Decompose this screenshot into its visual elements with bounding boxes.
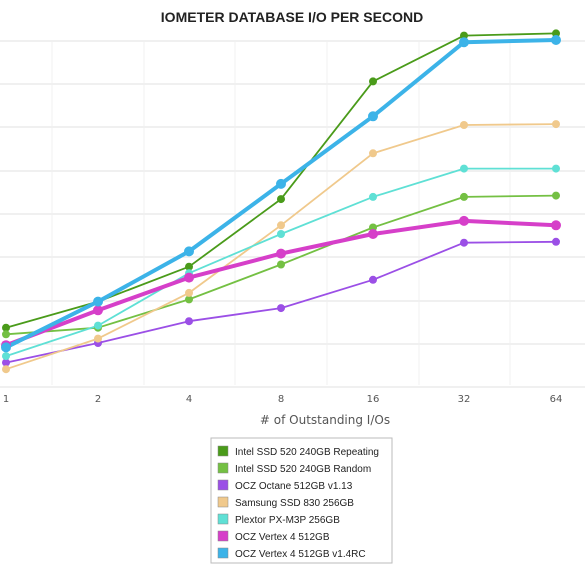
data-point <box>368 229 378 239</box>
data-point <box>277 221 285 230</box>
legend-entry: Plextor PX-M3P 256GB <box>235 515 340 526</box>
data-point <box>185 295 193 304</box>
legend-swatch <box>217 496 229 508</box>
data-point <box>277 195 285 204</box>
data-point <box>277 230 285 238</box>
x-axis-label: # of Outstanding I/Os <box>260 413 390 427</box>
data-point <box>276 178 286 189</box>
data-point <box>277 260 285 269</box>
data-point <box>460 238 468 247</box>
series-line <box>5 123 557 371</box>
x-tick-label: 1 <box>3 394 9 405</box>
data-point <box>94 321 102 330</box>
legend-entry: OCZ Vertex 4 512GB <box>235 532 330 543</box>
legend: Intel SSD 520 240GB Repeating Intel SSD 5… <box>210 437 393 564</box>
x-axis-ticks: 1 2 4 8 16 32 64 <box>3 394 563 405</box>
data-point <box>369 77 377 86</box>
legend-swatch <box>217 462 229 474</box>
data-point <box>552 164 560 173</box>
data-point <box>185 317 193 326</box>
chart-title: IOMETER DATABASE I/O PER SECOND <box>161 9 423 25</box>
data-point <box>277 304 285 313</box>
x-tick-label: 8 <box>278 394 284 405</box>
data-point <box>369 149 377 158</box>
data-point <box>460 31 468 40</box>
data-point <box>185 288 193 297</box>
legend-entry: OCZ Vertex 4 512GB v1.4RC <box>235 549 366 560</box>
legend-swatch <box>217 513 229 525</box>
data-point <box>1 342 11 353</box>
data-point <box>459 215 469 226</box>
legend-entry: Intel SSD 520 240GB Random <box>235 464 371 475</box>
data-point <box>276 248 286 259</box>
data-point <box>552 120 560 129</box>
data-point <box>94 334 102 343</box>
data-point <box>93 305 103 316</box>
data-point <box>552 237 560 246</box>
data-point <box>184 246 194 257</box>
series-line <box>5 218 557 348</box>
data-point <box>552 29 560 38</box>
legend-swatch <box>217 445 229 457</box>
data-point <box>184 272 194 283</box>
data-point <box>460 121 468 129</box>
legend-entry: Samsung SSD 830 256GB <box>235 498 354 509</box>
data-point <box>459 37 469 48</box>
x-tick-label: 4 <box>186 394 192 405</box>
data-point <box>2 323 10 332</box>
data-point <box>552 191 560 200</box>
data-point <box>368 111 378 122</box>
legend-entry: Intel SSD 520 240GB Repeating <box>235 447 379 458</box>
data-point <box>369 192 377 201</box>
data-point <box>369 275 377 284</box>
x-tick-label: 64 <box>550 394 563 405</box>
legend-swatch <box>217 530 229 542</box>
data-point <box>460 192 468 201</box>
data-point <box>551 35 561 45</box>
legend-swatch <box>217 479 229 491</box>
legend-swatch <box>217 547 229 559</box>
data-point <box>2 352 10 361</box>
data-point <box>460 164 468 173</box>
data-point <box>185 262 193 271</box>
grid-lines <box>0 40 585 388</box>
data-point <box>2 358 10 367</box>
series-points <box>1 29 561 374</box>
data-point <box>2 365 10 374</box>
data-point <box>93 296 103 307</box>
legend-entry: OCZ Octane 512GB v1.13 <box>235 481 353 492</box>
data-point <box>551 220 561 231</box>
x-tick-label: 2 <box>95 394 101 405</box>
x-tick-label: 16 <box>367 394 380 405</box>
legend-box <box>210 437 393 564</box>
data-point <box>2 330 10 339</box>
x-tick-label: 32 <box>458 394 471 405</box>
